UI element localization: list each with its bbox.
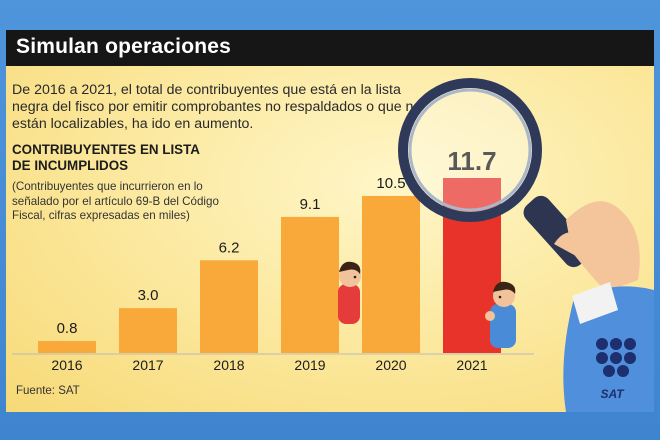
bar-2019 <box>281 216 339 353</box>
hand-icon <box>554 201 654 412</box>
category-label-2019: 2019 <box>294 357 325 373</box>
bar-2017 <box>119 308 177 353</box>
header-bar: Simulan operaciones <box>6 30 654 66</box>
source-note: Fuente: SAT <box>16 385 80 397</box>
value-label-2020: 10.5 <box>376 175 405 192</box>
chart-subtitle: (Contribuyentes que incurrieron en lo se… <box>12 180 219 222</box>
bar-2020 <box>362 195 420 353</box>
magnifying-glass-icon <box>398 78 592 268</box>
category-label-2016: 2016 <box>51 357 82 373</box>
labels-layer: 0.8 2016 3.0 2017 6.2 2018 9.1 2019 10.5 2020 11.7… <box>51 146 496 373</box>
bar-2018 <box>200 260 258 353</box>
category-label-2017: 2017 <box>132 357 163 373</box>
value-label-2017: 3.0 <box>138 287 159 304</box>
category-label-2020: 2020 <box>375 357 406 373</box>
page-title: Simulan operaciones <box>16 35 232 58</box>
category-label-2018: 2018 <box>213 357 244 373</box>
category-label-2021: 2021 <box>456 357 487 373</box>
value-label-2016: 0.8 <box>57 320 78 337</box>
value-label-2019: 9.1 <box>300 196 321 213</box>
peeking-person-icon <box>338 261 361 324</box>
peeking-person-icon-2 <box>485 281 516 348</box>
intro-text: De 2016 a 2021, el total de contribuyent… <box>12 82 422 132</box>
value-label-2018: 6.2 <box>219 239 240 256</box>
bar-2016 <box>38 341 96 353</box>
chart-title: CONTRIBUYENTES EN LISTA DE INCUMPLIDOS <box>12 142 200 173</box>
sat-logo-icon <box>586 330 638 387</box>
value-label-2021: 11.7 <box>447 146 496 176</box>
bar-chart: 0.8 2016 3.0 2017 6.2 2018 9.1 2019 10.5 2020 11.7… <box>12 78 654 412</box>
sat-logo-text: SAT <box>600 387 624 401</box>
infographic-panel: Simulan operaciones De 2016 a 2021, el t… <box>6 30 654 412</box>
